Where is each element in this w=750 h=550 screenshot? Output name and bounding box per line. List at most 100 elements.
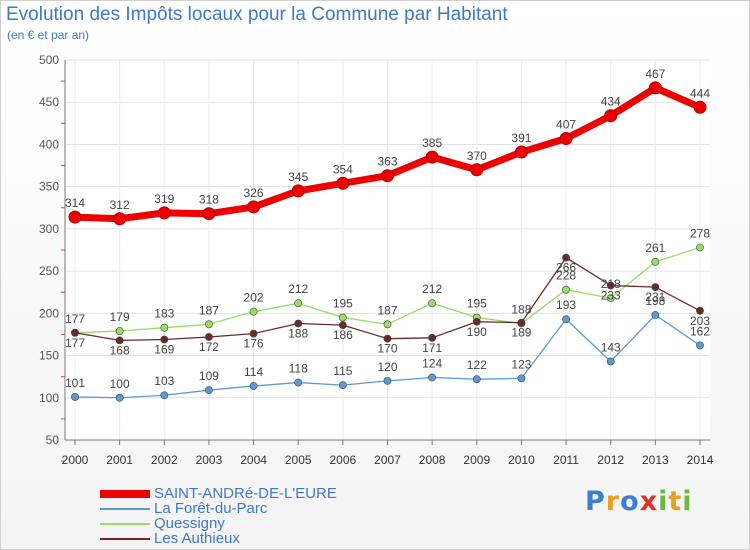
data-label: 195 [333,297,353,311]
data-label: 183 [154,307,174,321]
legend-item: La Forêt-du-Parc [100,500,420,517]
data-point [470,163,484,177]
data-point [696,306,704,315]
y-tick-label: 400 [39,137,59,151]
logo-letter: r [605,486,621,517]
data-point [291,184,305,198]
y-tick-label: 150 [39,349,59,363]
y-tick-label: 250 [39,264,59,278]
data-point [562,315,570,324]
data-point [383,320,392,329]
x-tick-label: 2011 [553,453,579,467]
data-point [249,307,258,316]
data-label: 177 [65,336,85,350]
data-label: 233 [601,288,621,302]
logo-letter: x [639,486,659,517]
x-tick-label: 2014 [687,453,714,467]
proxiti-logo: Proxiti [585,486,693,517]
legend-item: Les Authieux [100,530,420,547]
legend-label: Quessigny [154,515,225,532]
data-point [651,283,660,292]
data-label: 314 [65,196,85,210]
data-label: 122 [467,358,487,372]
y-tick-label: 450 [39,95,59,109]
data-label: 193 [556,298,576,312]
data-label: 177 [65,312,85,326]
data-point [71,393,79,401]
data-label: 202 [244,291,264,305]
x-tick-label: 2012 [597,453,624,467]
data-label: 195 [467,297,487,311]
legend-label: SAINT-ANDRé-DE-L'EURE [154,485,337,502]
data-label: 212 [288,282,308,296]
x-tick-label: 2000 [62,453,89,467]
data-point [383,334,392,343]
data-label: 118 [289,362,308,376]
chart-title: Evolution des Impôts locaux pour la Comm… [6,4,508,25]
legend-swatch [100,523,150,525]
x-tick-label: 2001 [106,453,133,467]
data-point [338,321,347,330]
legend-swatch [100,508,150,510]
data-label: 109 [199,369,219,383]
data-label: 318 [199,193,219,207]
data-label: 189 [511,326,531,340]
data-point [160,323,169,332]
data-point [205,320,213,329]
data-label: 198 [645,294,665,308]
legend-item: Quessigny [100,515,420,532]
data-label: 190 [467,325,487,339]
x-tick-label: 2009 [463,453,490,467]
data-label: 218 [601,277,621,291]
data-label: 363 [377,155,397,169]
data-point [338,381,347,390]
data-label: 261 [645,241,665,255]
data-label: 187 [377,303,397,317]
data-label: 203 [690,314,710,328]
data-point [336,176,350,190]
data-point [517,374,526,383]
data-point [651,311,660,319]
data-point [115,393,124,402]
data-label: 101 [65,376,85,390]
data-point [606,357,615,366]
data-label: 228 [556,269,576,283]
y-tick-label: 350 [39,180,59,194]
data-label: 114 [244,365,263,379]
data-point [71,328,79,337]
data-label: 231 [645,290,665,304]
data-point [562,285,570,294]
y-tick-label: 300 [39,222,59,236]
data-point [514,145,528,159]
data-point [428,333,437,342]
data-point [157,206,171,220]
data-label: 312 [110,198,130,212]
y-tick-label: 200 [39,306,59,320]
data-point [606,281,615,290]
logo-letter: t [668,486,683,517]
x-tick-label: 2002 [151,453,178,467]
data-point [113,212,127,226]
data-point [205,386,213,395]
data-label: 172 [199,340,219,354]
data-label: 176 [244,337,264,351]
data-label: 212 [422,282,442,296]
data-point [693,100,707,114]
data-label: 168 [110,343,130,357]
data-point [428,373,437,382]
logo-letter: i [658,486,669,517]
data-point [338,313,347,322]
series-3 [71,253,704,345]
data-label: 162 [690,324,710,338]
logo-letter: i [682,486,693,517]
legend-swatch [100,538,150,540]
data-point [472,317,481,326]
y-tick-label: 50 [46,433,60,447]
data-label: 100 [110,377,130,391]
data-label: 179 [110,310,130,324]
data-label: 123 [511,357,531,371]
x-tick-label: 2004 [240,453,267,467]
data-label: 370 [467,149,487,163]
x-tick-label: 2010 [508,453,535,467]
x-tick-label: 2007 [374,453,401,467]
